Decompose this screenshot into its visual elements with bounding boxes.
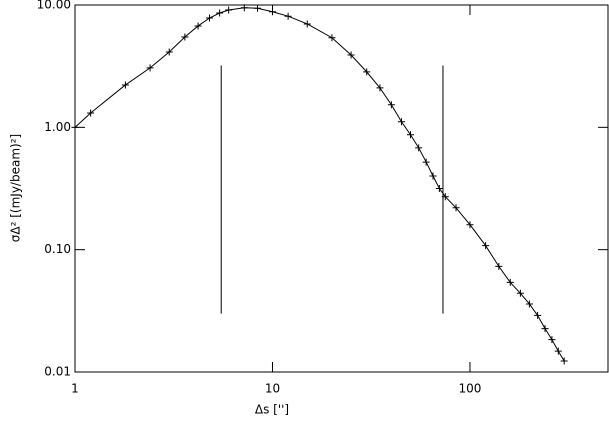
data-marker	[216, 9, 224, 17]
data-marker	[541, 325, 549, 333]
data-marker	[506, 278, 514, 286]
data-marker	[284, 12, 292, 20]
data-marker	[429, 172, 437, 180]
data-marker	[206, 14, 214, 22]
data-marker	[254, 4, 262, 12]
y-tick-label: 1.00	[44, 120, 71, 134]
data-marker	[376, 84, 384, 92]
y-tick-label: 0.01	[44, 365, 71, 379]
data-marker	[495, 262, 503, 270]
data-marker	[422, 158, 430, 166]
data-marker	[363, 68, 371, 76]
data-marker	[181, 33, 189, 41]
plot-frame	[74, 4, 609, 373]
data-marker	[554, 347, 562, 355]
data-marker	[71, 123, 79, 131]
y-tick-label: 0.10	[44, 242, 71, 256]
data-marker	[534, 311, 542, 319]
data-line	[74, 7, 565, 362]
y-tick-label: 10.00	[37, 0, 71, 12]
data-marker	[121, 81, 129, 89]
data-marker	[516, 289, 524, 297]
data-marker	[87, 109, 95, 117]
data-marker	[194, 22, 202, 30]
data-marker	[387, 101, 395, 109]
data-marker	[165, 48, 173, 56]
data-marker	[225, 6, 233, 14]
data-marker	[303, 20, 311, 28]
data-marker	[466, 221, 474, 229]
data-marker	[435, 185, 443, 193]
data-marker	[240, 4, 248, 12]
x-tick-label: 1	[71, 382, 79, 396]
data-marker	[328, 34, 336, 42]
data-marker	[452, 204, 460, 212]
x-axis-label: Δs ['']	[255, 403, 289, 417]
data-marker	[560, 357, 568, 365]
data-marker	[525, 300, 533, 308]
y-axis-label: σΔ² [(mJy/beam)²]	[9, 134, 23, 242]
data-marker	[548, 336, 556, 344]
data-marker	[146, 64, 154, 72]
data-marker	[415, 144, 423, 152]
data-marker	[268, 8, 276, 16]
data-marker	[397, 118, 405, 126]
x-tick-label: 10	[265, 382, 280, 396]
x-tick-label: 100	[459, 382, 482, 396]
data-marker	[441, 193, 449, 201]
data-marker	[482, 242, 490, 250]
data-marker	[407, 131, 415, 139]
data-marker	[347, 51, 355, 59]
